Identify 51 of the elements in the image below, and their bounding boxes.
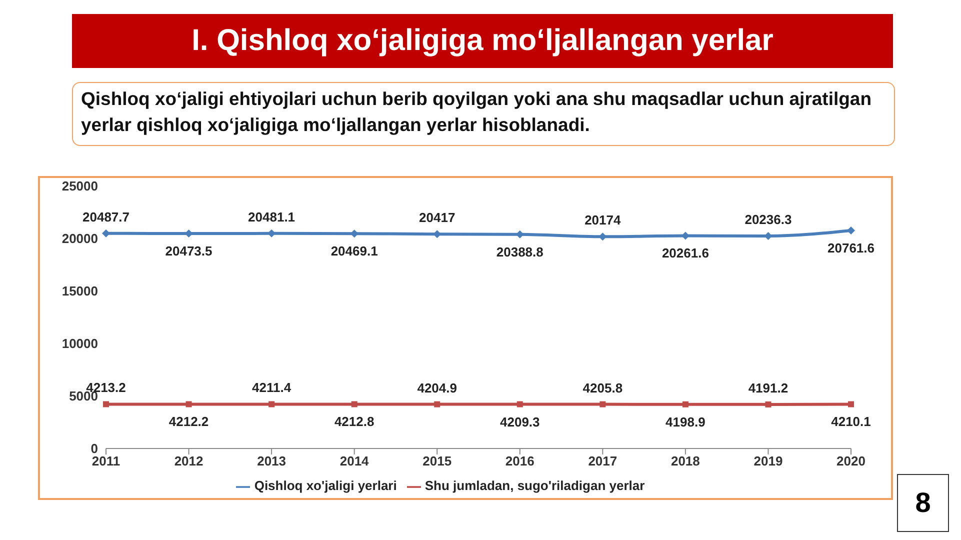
- y-tick-label: 25000: [62, 178, 98, 194]
- data-label: 4212.2: [168, 414, 209, 430]
- data-label: 20174: [584, 212, 622, 228]
- data-label: 20481.1: [248, 209, 296, 224]
- data-label: 4198.9: [666, 414, 706, 430]
- data-label: 4204.9: [417, 380, 457, 396]
- data-label: 4212.8: [334, 414, 374, 430]
- point: [848, 401, 854, 408]
- point: [102, 229, 110, 238]
- x-tick-label: 2012: [174, 454, 204, 469]
- y-tick-label: 10000: [62, 336, 98, 352]
- legend-label: Qishloq xo'jaligi yerlari: [254, 478, 397, 494]
- point: [765, 401, 772, 408]
- data-label: 4211.4: [252, 380, 292, 396]
- point: [682, 401, 688, 408]
- point: [847, 226, 855, 234]
- legend-label: Shu jumladan, sugo'riladigan yerlar: [424, 478, 645, 494]
- x-tick-label: 2016: [505, 454, 534, 469]
- point: [434, 401, 440, 408]
- data-label: 20417: [419, 210, 456, 226]
- data-label: 20473.5: [165, 244, 212, 259]
- data-label: 20469.1: [330, 244, 378, 259]
- y-tick-label: 20000: [62, 231, 98, 246]
- data-label: 4191.2: [748, 380, 788, 396]
- x-tick-label: 2017: [588, 454, 618, 469]
- data-label: 20388.8: [496, 244, 544, 260]
- x-tick-label: 2015: [422, 454, 452, 469]
- data-label: 4210.1: [831, 414, 871, 430]
- point: [600, 401, 606, 408]
- data-label: 20236.3: [744, 212, 792, 228]
- data-label: 4209.3: [500, 414, 540, 430]
- x-tick-label: 2011: [92, 454, 120, 469]
- data-label: 20487.7: [82, 209, 130, 224]
- y-tick-label: 0: [90, 441, 98, 456]
- x-tick-label: 2020: [836, 454, 866, 469]
- x-tick-label: 2019: [754, 454, 783, 469]
- chart-subtitle: Qishloq xoʻjaligi ehtiyojlari uchun berib qoyilgan yoki ana shu maqsadlar uchun ajratilgan yerlar qishloq xoʻjaligiga moʻljallangan yerlar hisoblanadi.: [72, 82, 895, 146]
- x-tick-label: 2014: [340, 454, 370, 469]
- y-tick-label: 15000: [62, 284, 98, 299]
- data-label: 20761.6: [828, 240, 874, 256]
- x-tick-label: 2013: [257, 454, 286, 469]
- point: [186, 401, 192, 408]
- x-tick-label: 2018: [670, 454, 700, 469]
- text: 8: [897, 474, 949, 532]
- point: [103, 401, 109, 408]
- point: [351, 401, 358, 408]
- data-label: 20261.6: [662, 246, 709, 261]
- point: [516, 401, 523, 408]
- point: [268, 401, 275, 408]
- data-label: 4205.8: [582, 380, 623, 396]
- chart-title: I. Qishloq xoʻjaligiga moʻljallangan yerlar: [72, 14, 893, 68]
